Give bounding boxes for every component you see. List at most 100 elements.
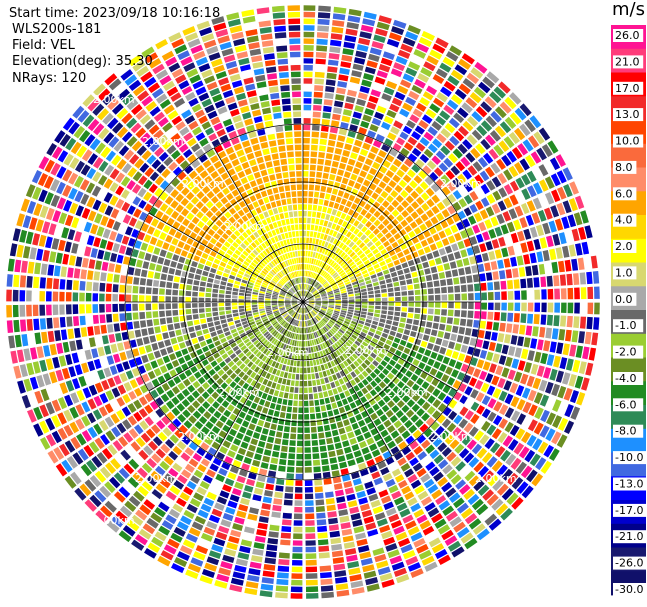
gate-cell [105,430,116,442]
gate-cell [323,272,329,278]
gate-cell [308,297,314,300]
gate-cell [221,353,229,360]
gate-cell [322,370,327,377]
gate-cell [232,523,243,531]
gate-cell [127,415,138,426]
gate-cell [474,292,481,301]
gate-cell [362,114,372,123]
gate-cell [388,297,395,302]
gate-cell [364,108,375,116]
gate-cell [443,157,454,168]
gate-cell [132,312,139,320]
gate-cell [135,109,147,120]
gate-cell [192,314,199,320]
gate-cell [359,148,369,157]
gate-cell [19,290,26,302]
gate-cell [138,365,146,375]
gate-cell [311,373,316,380]
gate-cell [171,115,183,126]
gate-cell [269,317,275,321]
gate-cell [421,202,430,212]
gate-cell [420,255,428,262]
gate-cell [253,328,259,334]
gate-cell [332,246,338,253]
gate-cell [263,196,270,204]
gate-cell [154,531,168,542]
gate-cell [150,470,162,482]
gate-cell [308,347,311,353]
gate-cell [211,139,221,148]
gate-cell [46,304,52,316]
gate-cell [398,275,405,281]
gate-cell [149,207,158,216]
gate-cell [445,170,455,180]
gate-cell [331,161,339,168]
gate-cell [442,406,452,417]
gate-cell [356,44,369,52]
gate-cell [326,504,336,512]
gate-cell [432,233,441,242]
gate-cell [278,391,284,398]
gate-cell [332,238,338,245]
gate-cell [301,307,303,314]
gate-cell [324,193,331,200]
gate-cell [103,251,111,261]
gate-cell [351,320,357,325]
gate-cell [468,377,478,387]
gate-cell [390,68,403,78]
gate-cell [474,302,481,310]
gate-cell [239,289,246,293]
gate-cell [440,220,449,229]
gate-cell [238,504,249,512]
gate-cell [312,446,319,453]
gate-cell [362,564,375,573]
gate-cell [391,254,398,261]
gate-cell [321,411,328,418]
gate-cell [160,214,170,223]
gate-cell [303,98,312,104]
gate-cell [473,212,483,223]
gate-cell [340,271,346,277]
gate-cell [309,271,313,278]
gate-cell [333,408,340,416]
gate-cell [281,328,286,334]
gate-cell [338,259,344,265]
gate-cell [311,244,315,251]
gate-cell [145,311,152,319]
gate-cell [283,372,288,379]
gate-cell [339,362,346,369]
gate-cell [545,428,556,442]
gate-cell [227,237,234,244]
gate-cell [242,491,252,499]
gate-cell [94,382,104,393]
gate-cell [51,146,63,160]
gate-cell [426,198,435,208]
gate-cell [306,306,310,312]
gate-cell [57,397,68,410]
gate-cell [166,389,175,399]
gate-cell [123,432,134,443]
gate-cell [314,399,320,406]
gate-cell [279,227,284,234]
gate-cell [382,51,395,60]
gate-cell [508,208,518,220]
gate-cell [295,293,300,298]
gate-cell [417,490,429,501]
gate-cell [98,127,110,140]
gate-cell [373,210,381,218]
gate-cell [334,100,344,108]
gate-cell [358,278,365,284]
gate-cell [225,229,233,236]
gate-cell [354,376,361,384]
gate-cell [184,115,196,125]
gate-cell [190,475,201,485]
gate-cell [245,308,252,312]
gate-cell [466,366,475,376]
gate-cell [433,471,444,482]
gate-cell [293,294,299,299]
gate-cell [64,214,74,227]
gate-cell [303,124,311,131]
gate-cell [341,474,351,482]
gate-cell [552,415,562,429]
gate-cell [281,445,288,452]
